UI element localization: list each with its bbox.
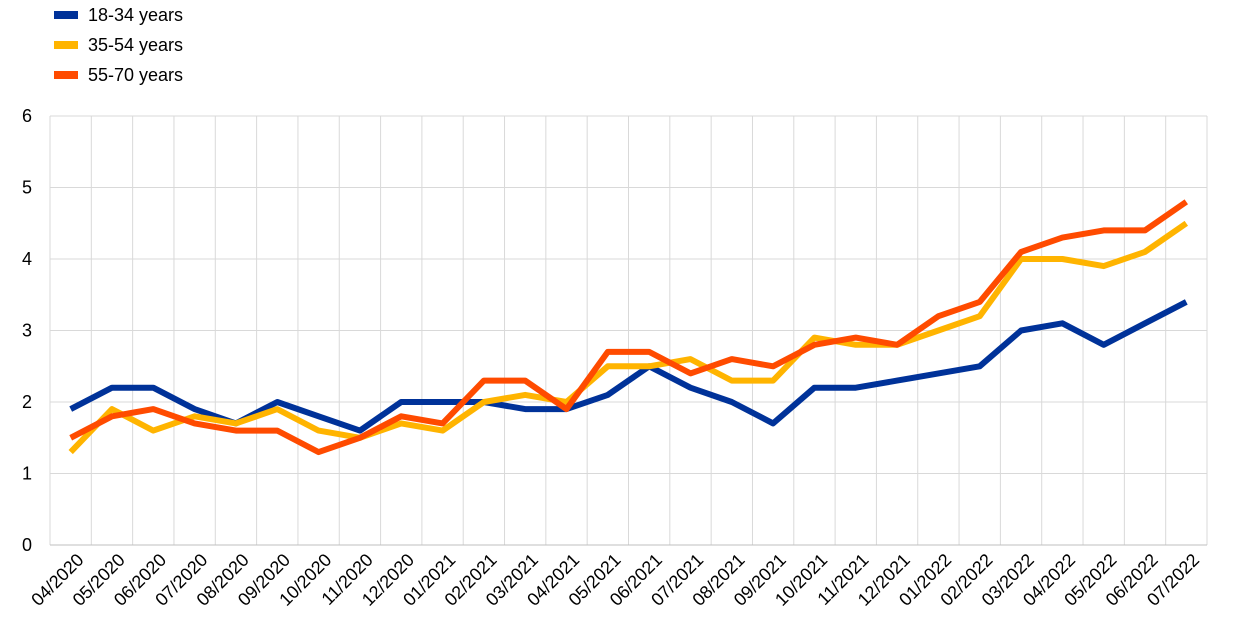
legend-item-18-34: 18-34 years <box>54 0 183 30</box>
legend-label-35-54: 35-54 years <box>88 34 184 55</box>
legend-label-55-70: 55-70 years <box>88 64 184 85</box>
y-tick-label: 4 <box>22 249 32 269</box>
series-lines <box>68 199 1189 456</box>
y-tick-label: 3 <box>22 321 32 341</box>
y-tick-label: 1 <box>22 464 32 484</box>
legend-label-18-34: 18-34 years <box>88 4 184 25</box>
y-tick-labels: 0 1 2 3 4 5 6 <box>22 106 32 555</box>
x-tick-labels: 04/202005/202006/202007/202008/202009/20… <box>27 550 1203 610</box>
legend: 18-34 years 35-54 years 55-70 years <box>54 0 183 90</box>
legend-swatch-55-70 <box>54 71 78 79</box>
grid <box>49 115 1208 546</box>
legend-item-55-70: 55-70 years <box>54 60 183 90</box>
y-tick-label: 6 <box>22 106 32 126</box>
legend-swatch-18-34 <box>54 11 78 19</box>
y-tick-label: 5 <box>22 178 32 198</box>
y-tick-label: 2 <box>22 392 32 412</box>
y-tick-label: 0 <box>22 535 32 555</box>
series-line-1 <box>68 220 1189 455</box>
series-line-0 <box>69 299 1188 434</box>
series-line-2 <box>69 199 1189 456</box>
legend-swatch-35-54 <box>54 41 78 49</box>
legend-item-35-54: 35-54 years <box>54 30 183 60</box>
